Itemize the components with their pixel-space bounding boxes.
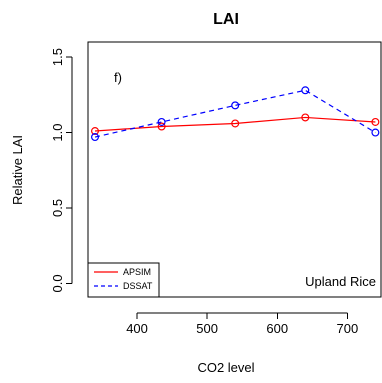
data-point-apsim bbox=[371, 117, 380, 126]
data-point-apsim bbox=[301, 113, 310, 122]
y-tick-label: 1.5 bbox=[50, 48, 65, 66]
data-point-dssat bbox=[301, 86, 310, 95]
plot-annotation: Upland Rice bbox=[305, 274, 376, 289]
y-tick-label: 1.0 bbox=[50, 123, 65, 141]
series-layer bbox=[91, 86, 380, 142]
data-point-dssat bbox=[231, 101, 240, 110]
data-point-apsim bbox=[91, 127, 100, 136]
data-point-dssat bbox=[371, 128, 380, 137]
data-point-apsim bbox=[157, 122, 166, 131]
legend-box bbox=[87, 262, 160, 298]
y-tick-label: 0.0 bbox=[50, 274, 65, 292]
x-tick-label: 500 bbox=[196, 321, 218, 336]
chart-title: LAI bbox=[213, 11, 239, 28]
x-axis: 400 500 600 700 bbox=[126, 312, 359, 336]
legend: APSIM DSSAT bbox=[87, 262, 160, 298]
y-tick-label: 0.5 bbox=[50, 199, 65, 217]
y-axis: 0.0 0.5 1.0 1.5 bbox=[50, 48, 73, 292]
data-point-apsim bbox=[231, 119, 240, 128]
legend-label-apsim: APSIM bbox=[123, 267, 151, 277]
series-line-apsim bbox=[94, 116, 376, 132]
x-tick-label: 600 bbox=[266, 321, 288, 336]
x-tick-label: 700 bbox=[337, 321, 359, 336]
panel-label: f) bbox=[114, 70, 122, 85]
data-point-dssat bbox=[157, 117, 166, 126]
plot-frame bbox=[87, 41, 382, 298]
y-axis-label: Relative LAI bbox=[10, 135, 25, 205]
series-line-dssat bbox=[94, 89, 376, 138]
x-axis-label: CO2 level bbox=[197, 360, 254, 375]
legend-label-dssat: DSSAT bbox=[123, 281, 153, 291]
data-point-dssat bbox=[91, 133, 100, 142]
x-tick-label: 400 bbox=[126, 321, 148, 336]
